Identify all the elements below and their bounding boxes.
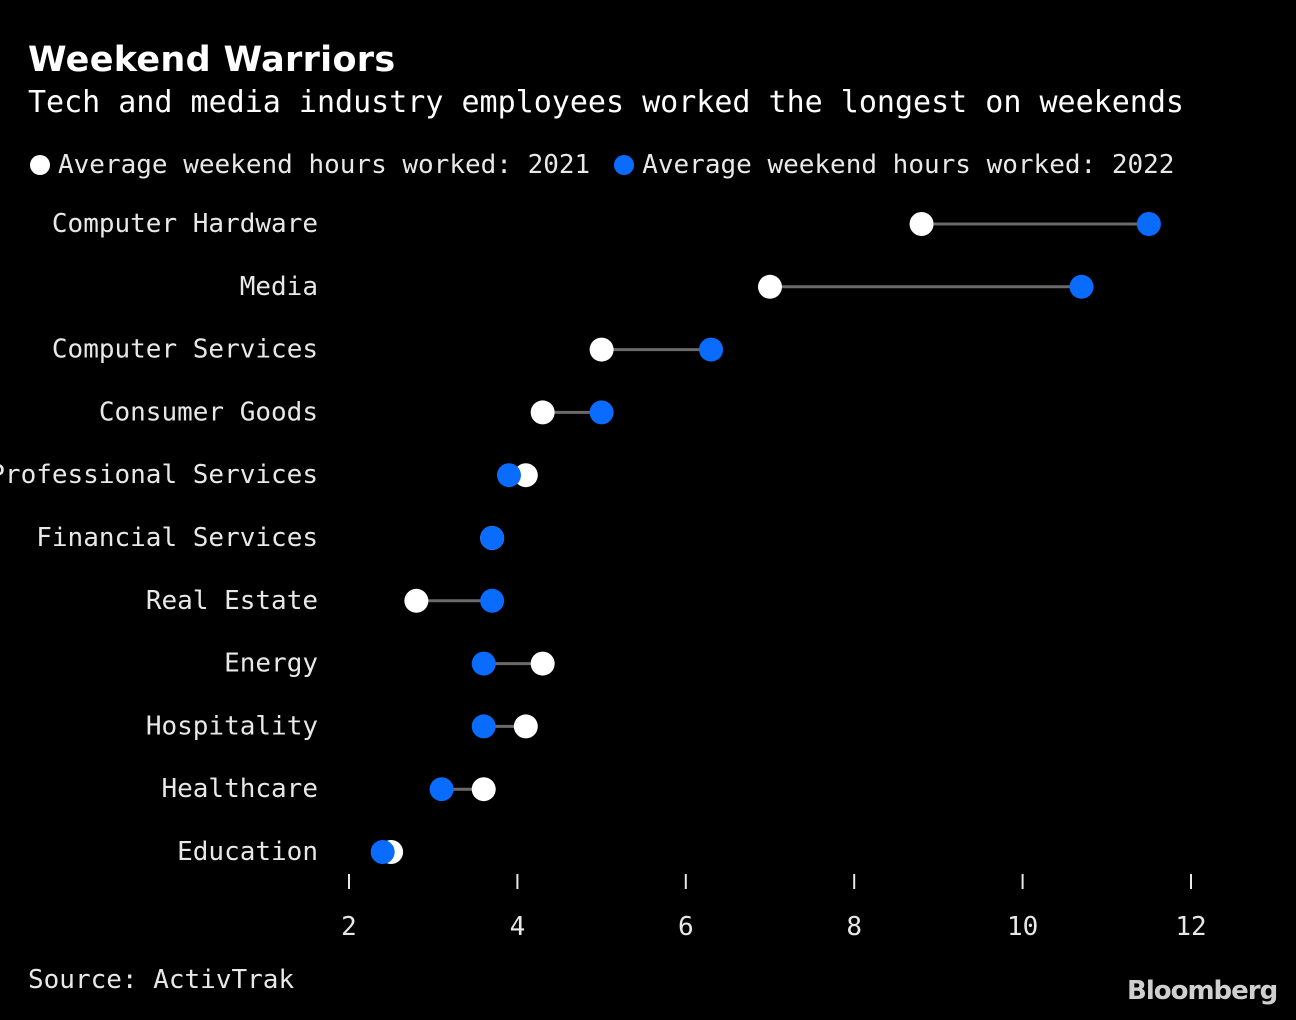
dot-2022-computer-hardware <box>1136 212 1161 236</box>
category-label-media: Media <box>240 272 318 302</box>
dot-2022-media <box>1069 274 1094 299</box>
x-tick-label-6: 6 <box>678 912 694 942</box>
bloomberg-logo: Bloomberg <box>1127 976 1278 1006</box>
dot-2022-healthcare <box>429 777 454 802</box>
category-label-financial-services: Financial Services <box>36 523 318 553</box>
category-label-computer-services: Computer Services <box>52 335 318 365</box>
dot-2022-real-estate <box>480 588 505 613</box>
legend-item-2022: Average weekend hours worked: 2022 <box>614 150 1174 180</box>
legend-item-2021: Average weekend hours worked: 2021 <box>30 150 590 180</box>
dot-2021-professional-services <box>513 463 538 488</box>
x-tick-label-10: 10 <box>1007 912 1038 942</box>
legend-label-2022: Average weekend hours worked: 2022 <box>642 150 1175 180</box>
dot-2021-computer-services <box>589 337 614 362</box>
category-label-professional-services: Professional Services <box>0 460 318 490</box>
legend-swatch-2021 <box>30 155 50 175</box>
legend-swatch-2022 <box>614 155 635 175</box>
category-label-energy: Energy <box>224 649 318 679</box>
category-label-education: Education <box>177 837 318 867</box>
dot-2021-energy <box>530 651 555 676</box>
dot-2021-real-estate <box>404 588 429 613</box>
dot-2021-consumer-goods <box>530 400 555 425</box>
legend-label-2021: Average weekend hours worked: 2021 <box>58 150 591 180</box>
category-label-computer-hardware: Computer Hardware <box>52 209 318 239</box>
dot-2022-hospitality <box>471 714 496 739</box>
dot-2022-education <box>370 840 395 864</box>
legend: Average weekend hours worked: 2021 Avera… <box>30 150 1198 180</box>
dot-2022-computer-services <box>699 337 724 362</box>
dot-2021-healthcare <box>471 777 496 802</box>
chart-title: Weekend Warriors <box>28 40 396 80</box>
category-label-real-estate: Real Estate <box>146 586 318 616</box>
dot-2021-hospitality <box>513 714 538 739</box>
chart-subtitle: Tech and media industry employees worked… <box>28 85 1184 120</box>
x-tick-label-12: 12 <box>1175 912 1206 942</box>
dot-2021-media <box>758 274 782 299</box>
category-label-consumer-goods: Consumer Goods <box>99 397 318 427</box>
x-tick-label-8: 8 <box>846 912 862 942</box>
dot-2021-computer-hardware <box>909 212 934 236</box>
x-tick-label-4: 4 <box>510 912 526 942</box>
category-label-hospitality: Hospitality <box>146 711 318 741</box>
dot-2022-financial-services <box>480 526 505 550</box>
dot-2022-energy <box>471 651 496 676</box>
dot-2022-professional-services <box>496 463 521 488</box>
category-label-healthcare: Healthcare <box>161 774 318 804</box>
dot-2022-consumer-goods <box>589 400 614 425</box>
source-note: Source: ActivTrak <box>28 965 295 995</box>
x-tick-label-2: 2 <box>341 912 357 942</box>
